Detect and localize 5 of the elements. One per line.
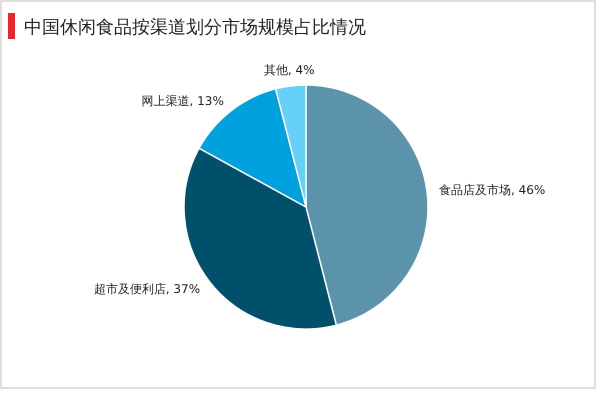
slice-label: 其他, 4%	[264, 63, 315, 78]
chart-title: 中国休闲食品按渠道划分市场规模占比情况	[24, 17, 366, 38]
slice-label: 食品店及市场, 46%	[438, 183, 546, 198]
slice-label: 超市及便利店, 37%	[94, 282, 200, 296]
slice-label: 网上渠道, 13%	[142, 94, 224, 108]
